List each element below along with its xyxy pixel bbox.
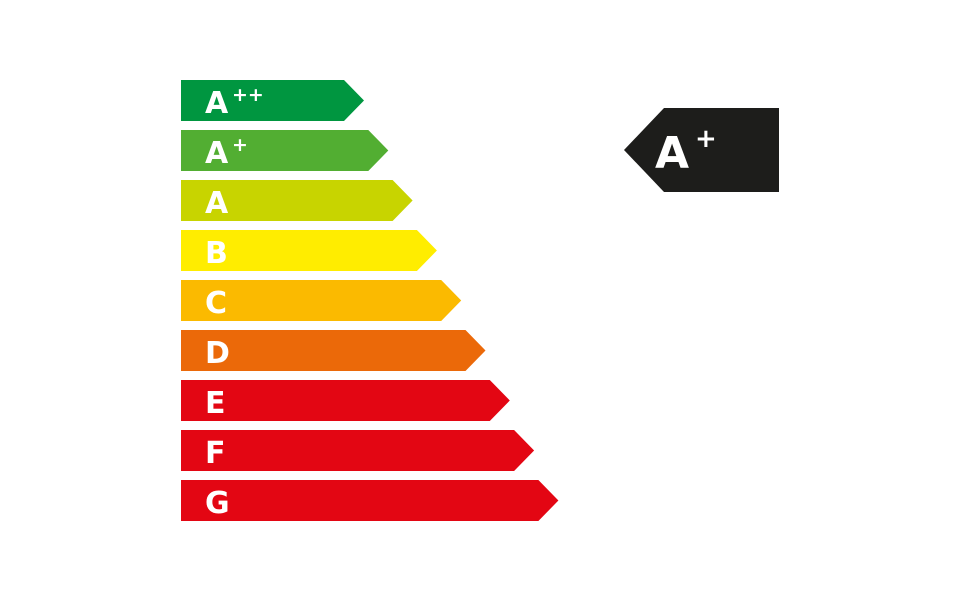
- scale-bar-arrow: [181, 280, 462, 321]
- scale-bar-arrow: [181, 480, 559, 521]
- scale-bar: F: [181, 430, 535, 471]
- scale-bar-arrow: [181, 380, 510, 421]
- scale-bar: A ++: [181, 80, 364, 121]
- scale-bar-letter: G: [205, 486, 230, 521]
- scale-bar-letter: F: [205, 436, 226, 471]
- scale-bar: E: [181, 380, 510, 421]
- scale-bar-letter: E: [205, 386, 226, 421]
- scale-bar-superscript: ++: [232, 84, 264, 106]
- scale-bar-letter: A: [205, 86, 229, 121]
- scale-bar-letter: D: [205, 336, 230, 371]
- rating-superscript: +: [695, 124, 717, 154]
- scale-bar-arrow: [181, 230, 437, 271]
- rating-indicator: A +: [624, 108, 779, 192]
- scale-bar: D: [181, 330, 486, 371]
- scale-bar: B: [181, 230, 437, 271]
- scale-bar-superscript: +: [232, 134, 248, 156]
- scale-bar-arrow: [181, 80, 364, 121]
- scale-bar: A +: [181, 130, 389, 171]
- scale-bar-arrow: [181, 430, 535, 471]
- rating-letter: A: [655, 128, 689, 179]
- scale-bar-letter: A: [205, 186, 229, 221]
- scale-bar-arrow: [181, 130, 389, 171]
- scale-bar-letter: C: [205, 286, 227, 321]
- scale-bar-arrow: [181, 330, 486, 371]
- scale-bar-letter: A: [205, 136, 229, 171]
- rating-arrow: [624, 108, 779, 192]
- scale-bar-arrow: [181, 180, 413, 221]
- scale-bar: G: [181, 480, 559, 521]
- scale-bar: A: [181, 180, 413, 221]
- scale-bar: C: [181, 280, 462, 321]
- scale-bar-letter: B: [205, 236, 228, 271]
